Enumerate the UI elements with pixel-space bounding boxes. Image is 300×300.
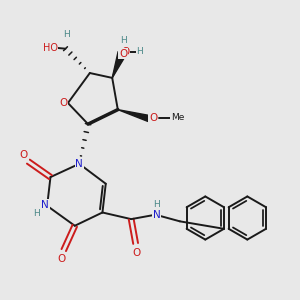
Text: O: O <box>59 98 68 108</box>
Polygon shape <box>112 51 124 78</box>
Text: H: H <box>63 30 70 39</box>
Text: N: N <box>41 200 49 210</box>
Text: N: N <box>75 159 83 169</box>
Text: H: H <box>120 36 127 45</box>
Text: N: N <box>153 210 160 220</box>
Text: O: O <box>122 47 130 58</box>
Text: HO: HO <box>43 43 58 52</box>
Text: H: H <box>33 209 40 218</box>
Text: O: O <box>149 113 157 124</box>
Text: H: H <box>120 37 127 46</box>
Text: O: O <box>119 49 128 58</box>
Text: O: O <box>57 254 66 264</box>
Text: O: O <box>133 248 141 258</box>
Text: O: O <box>20 150 28 160</box>
Polygon shape <box>112 52 126 78</box>
Text: H: H <box>136 47 143 56</box>
Polygon shape <box>118 110 150 122</box>
Text: H: H <box>153 200 160 209</box>
Text: Me: Me <box>171 113 184 122</box>
